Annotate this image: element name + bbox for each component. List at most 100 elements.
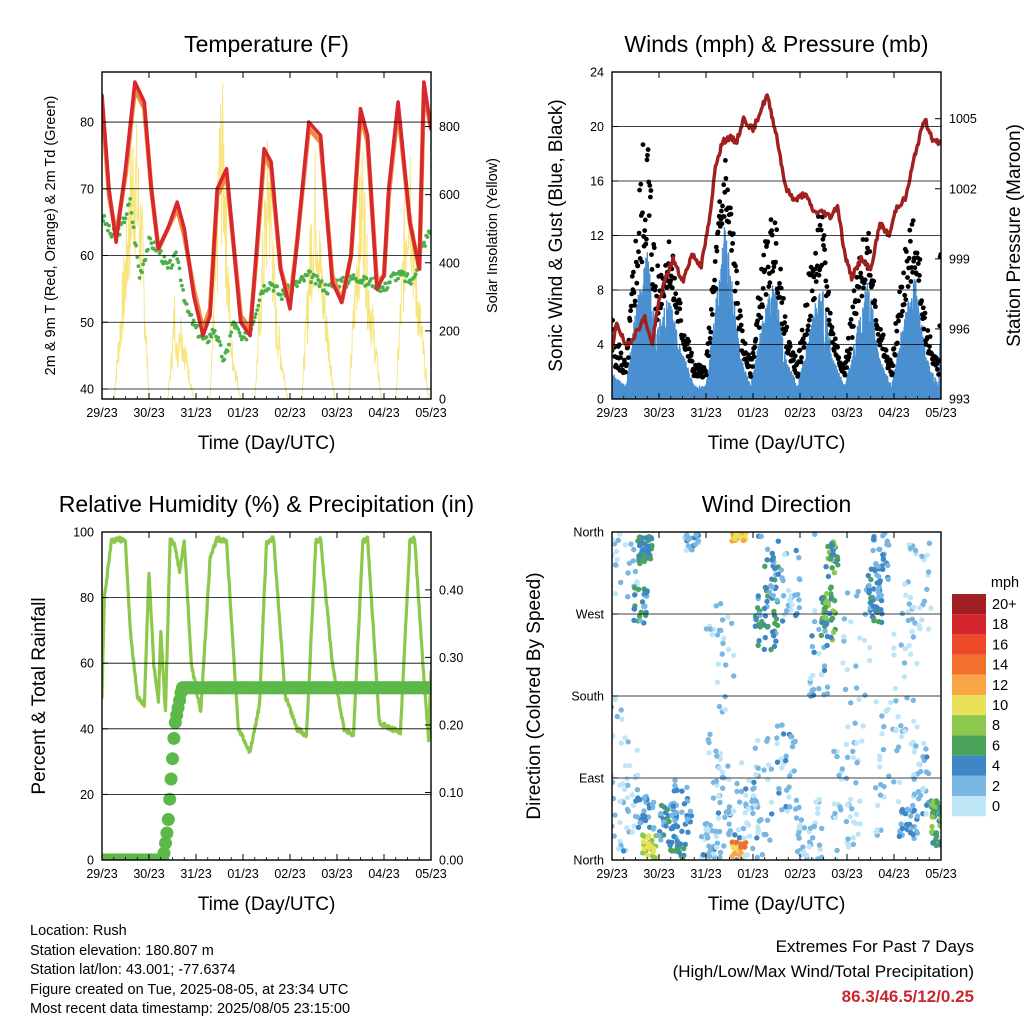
direction-point — [775, 538, 781, 544]
direction-point — [867, 600, 873, 606]
direction-point — [800, 844, 806, 850]
dewpoint-point — [141, 262, 146, 267]
direction-point — [831, 552, 837, 558]
legend-swatch — [952, 715, 986, 736]
legend-label: 2 — [992, 779, 1000, 795]
dewpoint-point — [402, 270, 406, 275]
gust-point — [773, 259, 778, 265]
gust-point — [815, 227, 821, 233]
direction-point — [630, 802, 636, 808]
direction-point — [873, 699, 879, 705]
y-axis-label: 2m & 9m T (Red, Orange) & 2m Td (Green) — [43, 96, 59, 376]
direction-point — [713, 844, 720, 850]
direction-point — [919, 553, 925, 559]
direction-point — [878, 827, 884, 833]
gust-point — [804, 332, 809, 337]
direction-point — [774, 735, 780, 741]
direction-point — [745, 806, 752, 812]
gust-point — [905, 275, 910, 280]
direction-point — [938, 816, 941, 822]
direction-point — [924, 552, 930, 558]
direction-point — [779, 722, 785, 728]
extremes-values: 86.3/46.5/12/0.25 — [841, 987, 974, 1006]
y-tick-label: 20 — [80, 788, 94, 802]
direction-point — [651, 856, 657, 860]
gust-point — [782, 314, 788, 319]
gust-point — [816, 272, 822, 278]
direction-point — [719, 769, 726, 776]
direction-point — [814, 810, 821, 817]
legend-swatch — [952, 735, 986, 756]
gust-point — [648, 188, 654, 193]
gust-point — [721, 214, 727, 220]
dewpoint-point — [257, 298, 262, 303]
direction-point — [618, 740, 624, 746]
direction-point — [880, 552, 886, 558]
legend-swatch — [952, 796, 986, 817]
gust-point — [925, 328, 931, 333]
y-axis-label: Percent & Total Rainfall — [29, 597, 50, 794]
direction-point — [774, 740, 780, 747]
y-tick-label: 60 — [80, 657, 94, 671]
gust-point — [717, 199, 723, 205]
direction-point — [832, 810, 838, 817]
direction-point — [834, 753, 840, 760]
direction-point — [713, 748, 719, 754]
gust-point — [728, 205, 733, 211]
speed-legend: mph 20+ 18 16 14 12 10 8 6 4 2 0 — [952, 575, 1019, 817]
direction-point — [713, 603, 719, 609]
direction-point — [895, 798, 902, 805]
gust-point — [633, 238, 639, 244]
direction-point — [744, 820, 750, 826]
direction-point — [795, 832, 801, 838]
direction-point — [677, 841, 684, 847]
x-tick-label: 02/23 — [274, 867, 305, 881]
gust-point — [689, 358, 695, 364]
direction-point — [817, 846, 823, 853]
direction-point — [818, 632, 825, 639]
gust-point — [637, 187, 642, 193]
gust-point — [851, 288, 857, 294]
direction-point — [861, 637, 868, 643]
direction-point — [906, 642, 912, 649]
direction-point — [750, 793, 757, 799]
legend-label: 0 — [992, 799, 1000, 815]
direction-point — [612, 733, 616, 739]
direction-point — [715, 793, 722, 799]
direction-point — [879, 731, 885, 737]
gust-point — [921, 326, 927, 332]
direction-point — [725, 646, 732, 653]
direction-point — [738, 788, 745, 795]
dewpoint-point — [102, 219, 106, 223]
direction-point — [722, 814, 728, 820]
direction-point — [612, 812, 618, 818]
gust-point — [674, 310, 680, 315]
gust-point — [778, 266, 783, 272]
direction-point — [816, 842, 823, 848]
direction-point — [796, 597, 802, 603]
direction-point — [693, 532, 700, 538]
direction-point — [836, 772, 842, 779]
direction-point — [823, 621, 830, 627]
direction-point — [776, 790, 782, 796]
direction-point — [907, 594, 914, 601]
gust-point — [612, 317, 615, 323]
direction-point — [854, 593, 860, 599]
direction-point — [731, 652, 737, 658]
direction-point — [743, 792, 749, 799]
precip-point — [159, 836, 172, 850]
gust-point — [859, 293, 865, 299]
gust-point — [695, 373, 701, 379]
direction-point — [891, 645, 897, 651]
gust-point — [866, 230, 871, 236]
direction-point — [725, 614, 731, 621]
gust-point — [644, 236, 649, 242]
direction-point — [762, 634, 768, 641]
direction-point — [756, 638, 762, 644]
direction-point — [854, 760, 860, 766]
direction-point — [729, 839, 735, 845]
direction-point — [809, 687, 815, 694]
gust-point — [872, 298, 878, 304]
direction-point — [868, 566, 874, 572]
gust-point — [836, 355, 842, 360]
